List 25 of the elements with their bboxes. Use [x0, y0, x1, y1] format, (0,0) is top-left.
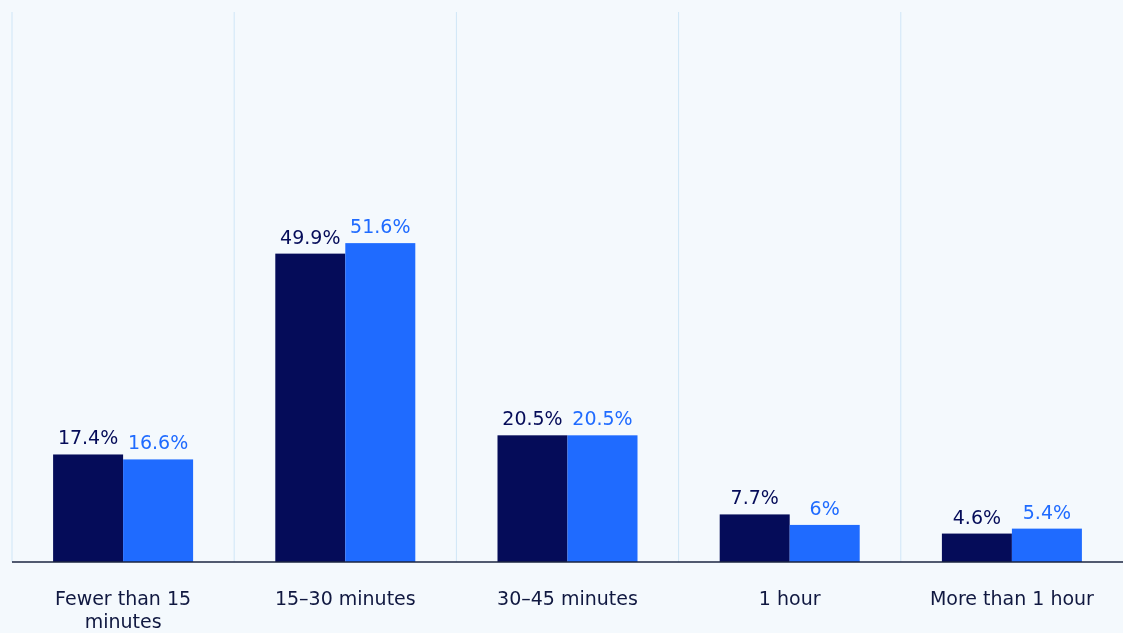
- bar: [1011, 528, 1082, 562]
- bar: [719, 514, 790, 562]
- data-label: 7.7%: [730, 486, 779, 509]
- data-label: 4.6%: [952, 505, 1002, 528]
- x-tick-label: 30–45 minutes: [497, 587, 638, 609]
- data-label: 17.4%: [57, 426, 119, 449]
- x-tick-label: 1 hour: [758, 587, 821, 609]
- bar: [941, 533, 1012, 562]
- bar: [53, 454, 124, 562]
- data-label: 5.4%: [1022, 500, 1072, 523]
- bar: [789, 524, 860, 562]
- data-label: 51.6%: [350, 215, 411, 238]
- x-tick-label: More than 1 hour: [929, 587, 1095, 609]
- x-tick-label: Fewer than 15 minutes: [55, 587, 192, 632]
- data-label: 6%: [809, 496, 840, 519]
- bar: [345, 243, 416, 562]
- data-label: 16.6%: [127, 431, 189, 454]
- bar: [123, 459, 194, 562]
- data-label: 20.5%: [502, 407, 563, 430]
- x-tick-label: 15–30 minutes: [274, 587, 416, 609]
- bar: [275, 253, 346, 562]
- bar: [567, 435, 638, 562]
- data-label: 49.9%: [280, 225, 341, 248]
- bar: [497, 435, 568, 562]
- data-label: 20.5%: [572, 407, 633, 430]
